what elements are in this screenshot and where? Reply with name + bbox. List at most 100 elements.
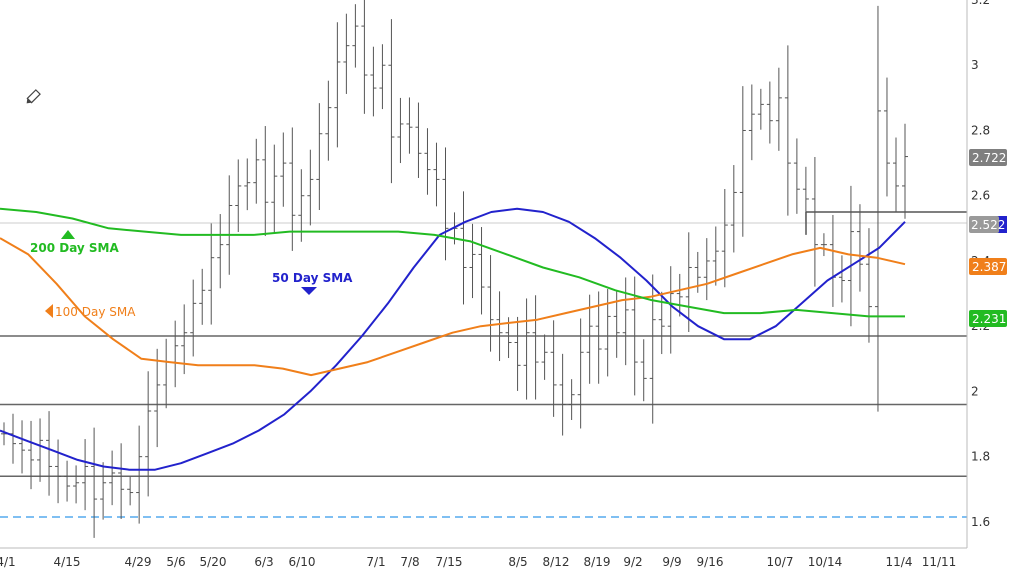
- price-bar: [532, 295, 539, 400]
- price-bar: [622, 277, 629, 366]
- y-tick-label: 2.8: [971, 123, 990, 137]
- price-bar: [712, 226, 719, 286]
- down-triangle-icon: [301, 287, 317, 295]
- x-tick-label: 4/1: [0, 555, 16, 569]
- price-bar: [379, 44, 386, 110]
- price-bar: [244, 158, 251, 211]
- last-price-badge: 2.722: [969, 149, 1007, 166]
- x-tick-label: 7/1: [366, 555, 385, 569]
- price-bar: [199, 268, 206, 325]
- price-bar: [640, 339, 647, 402]
- price-bar: [226, 175, 233, 275]
- price-bar: [361, 0, 368, 114]
- sma-100-annotation: 100 Day SMA: [45, 304, 136, 319]
- horizontal-lines: [0, 211, 967, 518]
- svg-text:2.522: 2.522: [971, 218, 1005, 232]
- left-triangle-icon: [45, 304, 53, 318]
- price-bar: [127, 476, 134, 506]
- sma-line-200-day-sma: [0, 207, 905, 318]
- svg-text:2.722: 2.722: [972, 151, 1006, 165]
- price-bar: [190, 279, 197, 357]
- price-bar: [460, 191, 467, 305]
- sma-50-badge: 2.522: [969, 216, 1007, 233]
- x-tick-label: 4/15: [54, 555, 81, 569]
- price-bar: [262, 126, 269, 237]
- price-bar: [865, 228, 872, 343]
- price-bar: [802, 166, 809, 222]
- price-bar: [766, 81, 773, 144]
- price-bar: [163, 338, 170, 409]
- x-tick-label: 11/11: [922, 555, 957, 569]
- price-bar: [46, 411, 53, 496]
- price-bar: [181, 304, 188, 375]
- price-bar: [820, 233, 827, 257]
- price-bar: [118, 443, 125, 519]
- y-tick-label: 1.8: [971, 450, 990, 464]
- price-bar: [514, 316, 521, 391]
- price-bar: [325, 80, 332, 161]
- x-tick-label: 10/7: [767, 555, 794, 569]
- x-tick-label: 10/14: [808, 555, 843, 569]
- price-bar: [415, 102, 422, 178]
- price-bar: [271, 144, 278, 234]
- price-bar: [469, 223, 476, 299]
- price-bar: [235, 159, 242, 232]
- price-bar: [892, 137, 899, 212]
- up-triangle-icon: [61, 230, 75, 239]
- y-tick-label: 3.2: [971, 0, 990, 7]
- svg-text:200 Day SMA: 200 Day SMA: [30, 241, 120, 255]
- price-bar: [298, 169, 305, 242]
- date-axis: 4/1 4/15 4/29 5/6 5/20 6/3 6/10 7/1 7/8 7/15 8/5 8/…: [0, 555, 956, 569]
- price-bar: [586, 294, 593, 384]
- price-bar: [847, 185, 854, 327]
- price-bar: [667, 266, 674, 354]
- price-bar: [730, 165, 737, 253]
- price-bar: [442, 147, 449, 261]
- price-bar: [748, 84, 755, 161]
- x-tick-label: 5/6: [166, 555, 185, 569]
- price-bar: [523, 298, 530, 400]
- price-bar: [55, 439, 62, 504]
- price-bar: [19, 420, 26, 474]
- price-bar: [91, 427, 98, 538]
- y-tick-label: 2: [971, 384, 979, 398]
- price-bar: [208, 223, 215, 325]
- x-tick-label: 11/4: [886, 555, 913, 569]
- price-bar: [883, 77, 890, 197]
- pencil-icon[interactable]: [25, 89, 41, 106]
- x-tick-label: 5/20: [200, 555, 227, 569]
- y-tick-label: 3: [971, 58, 979, 72]
- price-bar: [316, 103, 323, 211]
- price-bar: [856, 204, 863, 292]
- price-bar: [550, 320, 557, 417]
- price-bar: [334, 22, 341, 148]
- ohlc-bars: [1, 0, 908, 538]
- x-tick-label: 4/29: [125, 555, 152, 569]
- price-bar: [829, 214, 836, 307]
- price-bar: [28, 420, 35, 490]
- sma-100-badge: 2.387: [969, 258, 1007, 275]
- price-bar: [217, 214, 224, 289]
- price-bar: [172, 320, 179, 388]
- moving-averages: [0, 207, 906, 471]
- price-bar: [352, 4, 359, 68]
- sma-50-annotation: 50 Day SMA: [272, 271, 353, 295]
- price-bar: [902, 123, 908, 219]
- price-bar: [577, 318, 584, 429]
- price-bar: [775, 67, 782, 151]
- x-tick-label: 9/16: [697, 555, 724, 569]
- x-tick-label: 8/19: [584, 555, 611, 569]
- x-tick-label: 7/8: [400, 555, 419, 569]
- x-tick-label: 9/9: [662, 555, 681, 569]
- x-tick-label: 6/10: [289, 555, 316, 569]
- x-tick-label: 6/3: [254, 555, 273, 569]
- price-bar: [37, 418, 44, 482]
- price-bar: [505, 317, 512, 359]
- price-bar: [406, 97, 413, 154]
- x-tick-label: 9/2: [623, 555, 642, 569]
- price-bar: [397, 97, 404, 164]
- price-bar: [721, 188, 728, 288]
- svg-text:100 Day SMA: 100 Day SMA: [55, 305, 136, 319]
- price-bar: [757, 88, 764, 130]
